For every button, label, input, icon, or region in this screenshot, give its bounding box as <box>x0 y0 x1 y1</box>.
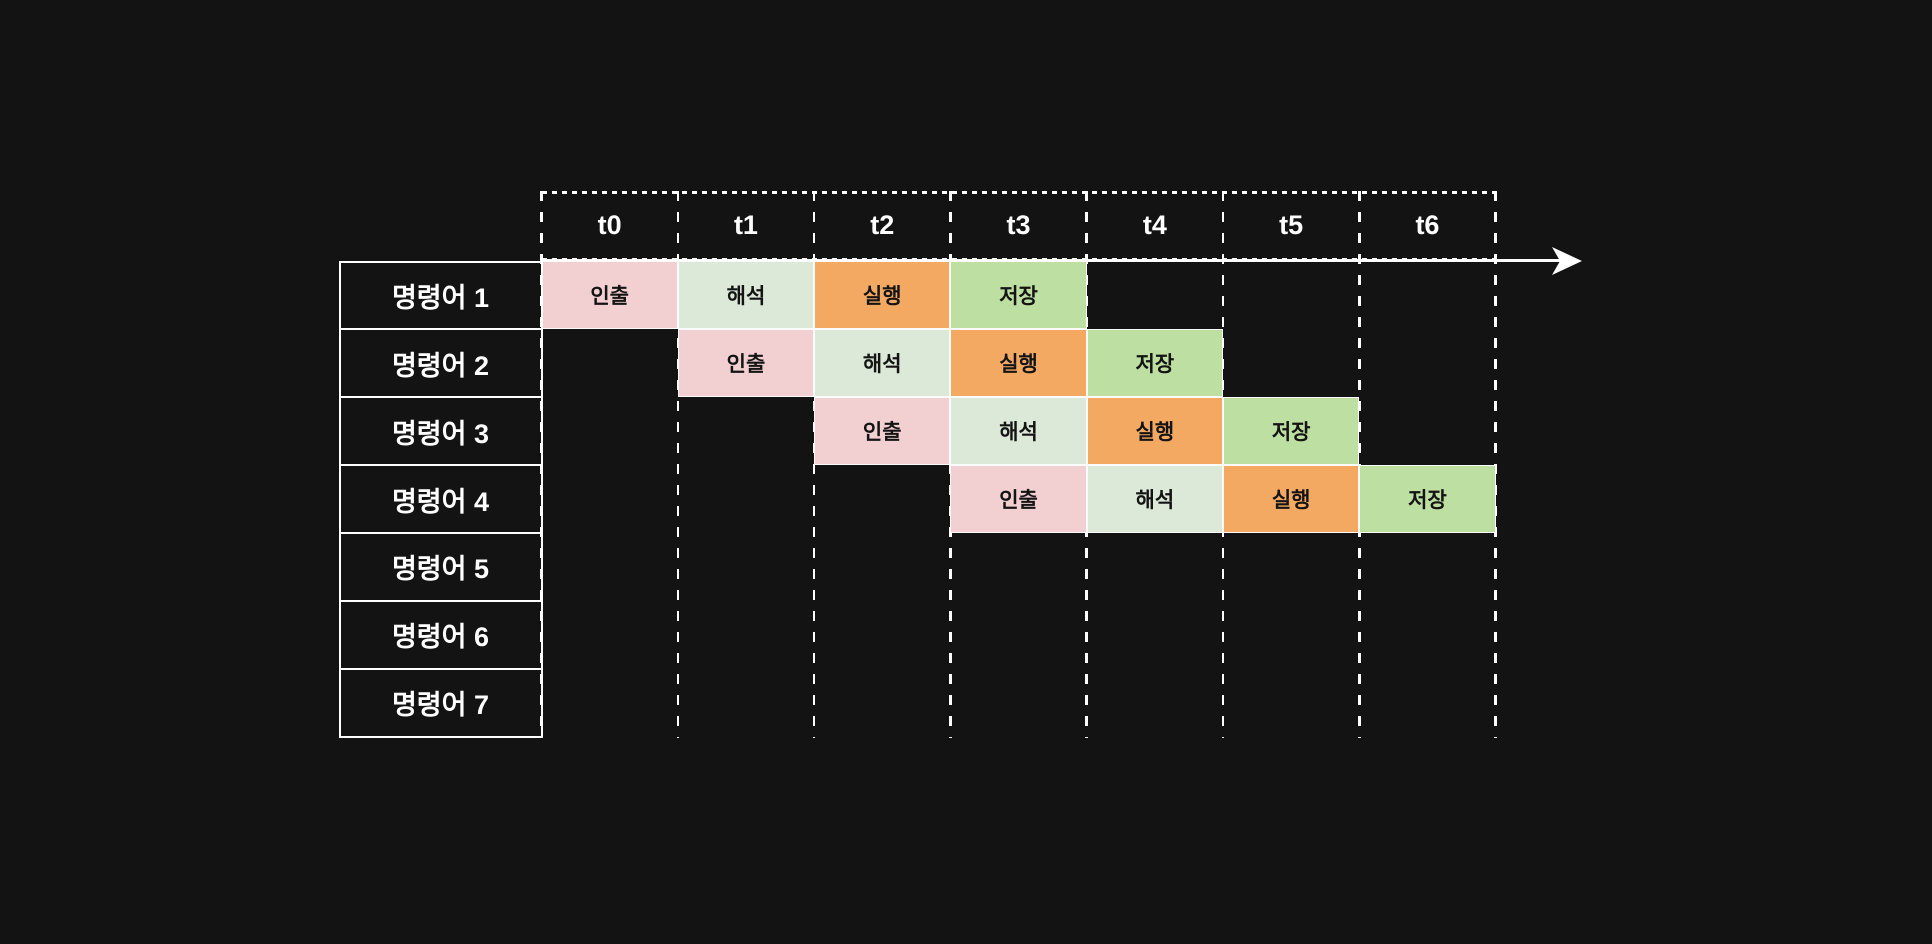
instruction-label-5: 명령어 5 <box>340 531 541 600</box>
pipeline-cell-instr2-fetch: 인출 <box>677 328 815 397</box>
instruction-label-4: 명령어 4 <box>340 464 541 532</box>
pipeline-cell-instr1-decode: 해석 <box>677 260 815 329</box>
timeline-header-top-border <box>541 191 1496 194</box>
instruction-label-7: 명령어 7 <box>340 667 541 736</box>
pipeline-cell-instr4-store: 저장 <box>1359 465 1496 534</box>
time-tick-t2: t2 <box>870 210 895 241</box>
time-axis-arrow-shaft <box>541 259 1564 262</box>
pipeline-cell-instr2-decode: 해석 <box>814 328 951 397</box>
pipeline-cell-instr4-fetch: 인출 <box>950 465 1087 534</box>
instruction-label-1: 명령어 1 <box>391 282 490 313</box>
instruction-label-2: 명령어 2 <box>340 328 541 396</box>
instruction-label-6: 명령어 6 <box>340 599 541 668</box>
pipeline-cell-instr4-decode: 해석 <box>1086 465 1223 534</box>
pipeline-cell-instr3-decode: 해석 <box>950 396 1087 466</box>
pipeline-cell-instr2-store: 저장 <box>1086 328 1223 397</box>
pipeline-cell-instr3-execute: 실행 <box>1086 396 1223 466</box>
pipeline-cell-instr4-execute: 실행 <box>1223 465 1360 534</box>
instruction-label-column: 명령어 1 명령어 2 명령어 3 명령어 4 명령어 5 명령어 6 명령어 7 <box>338 260 543 738</box>
time-tick-t1: t1 <box>733 210 758 241</box>
pipeline-cell-instr1-store: 저장 <box>950 260 1087 329</box>
pipeline-cell-instr1-fetch: 인출 <box>541 260 678 329</box>
time-tick-t5: t5 <box>1279 210 1304 241</box>
time-tick-t0: t0 <box>597 210 622 241</box>
time-tick-t3: t3 <box>1006 210 1031 241</box>
time-tick-t4: t4 <box>1142 210 1167 241</box>
instruction-label-3: 명령어 3 <box>340 396 541 464</box>
dashed-gridline-vertical-7 <box>1494 191 1497 738</box>
dashed-gridline-vertical-6 <box>1358 191 1361 738</box>
time-axis-arrowhead-icon <box>1552 246 1582 275</box>
pipeline-cell-instr2-execute: 실행 <box>950 328 1087 397</box>
dashed-gridline-vertical-1 <box>676 191 680 738</box>
pipeline-cell-instr1-execute: 실행 <box>814 260 951 329</box>
pipeline-cell-instr3-store: 저장 <box>1223 396 1360 466</box>
time-tick-t6: t6 <box>1415 210 1440 241</box>
pipeline-cell-instr3-fetch: 인출 <box>814 396 951 466</box>
